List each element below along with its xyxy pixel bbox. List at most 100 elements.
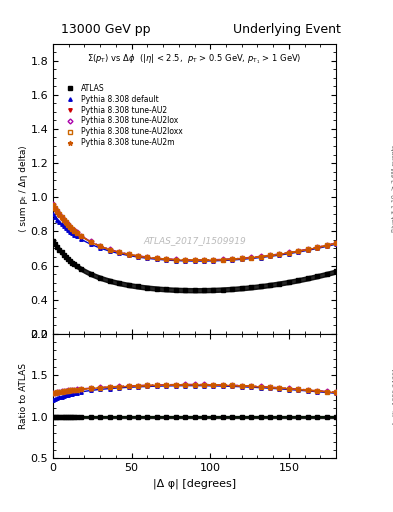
Pythia 8.308 tune-AU2loxx — [64, 219, 68, 225]
ATLAS — [154, 286, 159, 292]
Pythia 8.308 tune-AU2 — [286, 250, 291, 256]
ATLAS — [145, 285, 150, 291]
ATLAS — [183, 287, 187, 293]
Pythia 8.308 tune-AU2lox — [55, 208, 60, 214]
Pythia 8.308 tune-AU2m — [192, 257, 197, 263]
Pythia 8.308 tune-AU2 — [296, 248, 301, 254]
Pythia 8.308 tune-AU2loxx — [107, 246, 112, 252]
Pythia 8.308 tune-AU2lox — [57, 211, 62, 217]
Pythia 8.308 tune-AU2lox — [315, 244, 320, 250]
ATLAS — [277, 281, 282, 287]
Pythia 8.308 tune-AU2 — [136, 253, 140, 259]
Pythia 8.308 tune-AU2loxx — [51, 202, 55, 208]
Pythia 8.308 tune-AU2loxx — [220, 257, 225, 263]
Pythia 8.308 default — [88, 241, 93, 247]
ATLAS — [164, 286, 169, 292]
ATLAS — [268, 282, 272, 288]
Pythia 8.308 default — [154, 256, 159, 262]
Pythia 8.308 tune-AU2 — [117, 249, 121, 255]
Pythia 8.308 default — [98, 245, 103, 251]
Pythia 8.308 tune-AU2m — [145, 254, 150, 261]
Pythia 8.308 tune-AU2loxx — [61, 217, 66, 223]
Pythia 8.308 tune-AU2 — [239, 255, 244, 262]
Pythia 8.308 default — [68, 229, 73, 235]
ATLAS — [239, 285, 244, 291]
ATLAS — [230, 286, 235, 292]
Pythia 8.308 tune-AU2m — [57, 211, 62, 218]
Pythia 8.308 tune-AU2lox — [249, 254, 253, 261]
Pythia 8.308 tune-AU2lox — [126, 251, 131, 257]
Pythia 8.308 tune-AU2m — [55, 209, 60, 215]
Pythia 8.308 default — [324, 243, 329, 249]
Pythia 8.308 default — [59, 221, 64, 227]
Pythia 8.308 default — [107, 248, 112, 254]
Pythia 8.308 tune-AU2 — [74, 229, 79, 236]
Pythia 8.308 tune-AU2m — [220, 257, 225, 263]
ATLAS — [211, 287, 216, 293]
Pythia 8.308 tune-AU2lox — [59, 214, 64, 220]
Pythia 8.308 tune-AU2 — [88, 239, 93, 245]
ATLAS — [107, 278, 112, 284]
Pythia 8.308 tune-AU2 — [268, 252, 272, 259]
Pythia 8.308 tune-AU2loxx — [315, 244, 320, 250]
Pythia 8.308 tune-AU2loxx — [164, 256, 169, 262]
Line: Pythia 8.308 tune-AU2m: Pythia 8.308 tune-AU2m — [51, 203, 338, 263]
Pythia 8.308 tune-AU2lox — [334, 240, 338, 246]
Pythia 8.308 default — [145, 255, 150, 261]
Pythia 8.308 tune-AU2 — [230, 256, 235, 262]
Pythia 8.308 tune-AU2m — [164, 256, 169, 262]
Text: $\Sigma(p_\mathrm{T})$ vs $\Delta\phi$  ($|\eta|$ < 2.5,  $p_\mathrm{T}$ > 0.5 G: $\Sigma(p_\mathrm{T})$ vs $\Delta\phi$ (… — [87, 52, 302, 66]
Pythia 8.308 default — [315, 245, 320, 251]
Pythia 8.308 tune-AU2lox — [277, 251, 282, 257]
Pythia 8.308 tune-AU2 — [66, 222, 70, 228]
Pythia 8.308 tune-AU2lox — [117, 249, 121, 255]
Pythia 8.308 tune-AU2m — [72, 228, 77, 234]
Pythia 8.308 tune-AU2 — [79, 233, 84, 239]
Pythia 8.308 tune-AU2loxx — [258, 253, 263, 260]
ATLAS — [315, 273, 320, 279]
ATLAS — [88, 271, 93, 277]
ATLAS — [61, 252, 66, 258]
Pythia 8.308 tune-AU2lox — [61, 217, 66, 223]
Pythia 8.308 tune-AU2m — [268, 252, 272, 259]
Pythia 8.308 tune-AU2loxx — [230, 256, 235, 262]
Pythia 8.308 tune-AU2m — [74, 230, 79, 236]
Pythia 8.308 tune-AU2lox — [154, 255, 159, 261]
Pythia 8.308 tune-AU2loxx — [74, 229, 79, 236]
Pythia 8.308 default — [117, 250, 121, 257]
ATLAS — [324, 271, 329, 277]
Pythia 8.308 tune-AU2lox — [145, 254, 150, 260]
Pythia 8.308 tune-AU2lox — [70, 225, 75, 231]
Pythia 8.308 tune-AU2loxx — [53, 205, 57, 211]
Pythia 8.308 tune-AU2loxx — [66, 222, 70, 228]
Line: ATLAS: ATLAS — [51, 239, 338, 292]
Pythia 8.308 tune-AU2lox — [258, 253, 263, 260]
Pythia 8.308 tune-AU2loxx — [55, 208, 60, 215]
ATLAS — [72, 261, 77, 267]
Text: Underlying Event: Underlying Event — [233, 23, 341, 36]
Pythia 8.308 tune-AU2loxx — [117, 249, 121, 255]
Pythia 8.308 default — [164, 257, 169, 263]
ATLAS — [136, 283, 140, 289]
Pythia 8.308 tune-AU2lox — [268, 252, 272, 258]
Pythia 8.308 tune-AU2m — [202, 257, 206, 263]
Pythia 8.308 tune-AU2m — [315, 245, 320, 251]
Pythia 8.308 tune-AU2 — [51, 202, 55, 208]
Pythia 8.308 default — [64, 225, 68, 231]
Pythia 8.308 default — [173, 258, 178, 264]
ATLAS — [296, 277, 301, 283]
Line: Pythia 8.308 default: Pythia 8.308 default — [51, 212, 338, 263]
Pythia 8.308 tune-AU2m — [79, 233, 84, 239]
ATLAS — [126, 282, 131, 288]
Pythia 8.308 default — [211, 258, 216, 264]
Pythia 8.308 tune-AU2lox — [79, 232, 84, 239]
Pythia 8.308 tune-AU2m — [136, 253, 140, 259]
Pythia 8.308 tune-AU2lox — [286, 249, 291, 255]
Pythia 8.308 tune-AU2lox — [192, 257, 197, 263]
ATLAS — [68, 258, 73, 264]
Pythia 8.308 tune-AU2loxx — [202, 257, 206, 263]
Pythia 8.308 tune-AU2m — [334, 240, 338, 246]
Pythia 8.308 tune-AU2loxx — [59, 214, 64, 220]
ATLAS — [98, 275, 103, 281]
Pythia 8.308 default — [55, 217, 60, 223]
